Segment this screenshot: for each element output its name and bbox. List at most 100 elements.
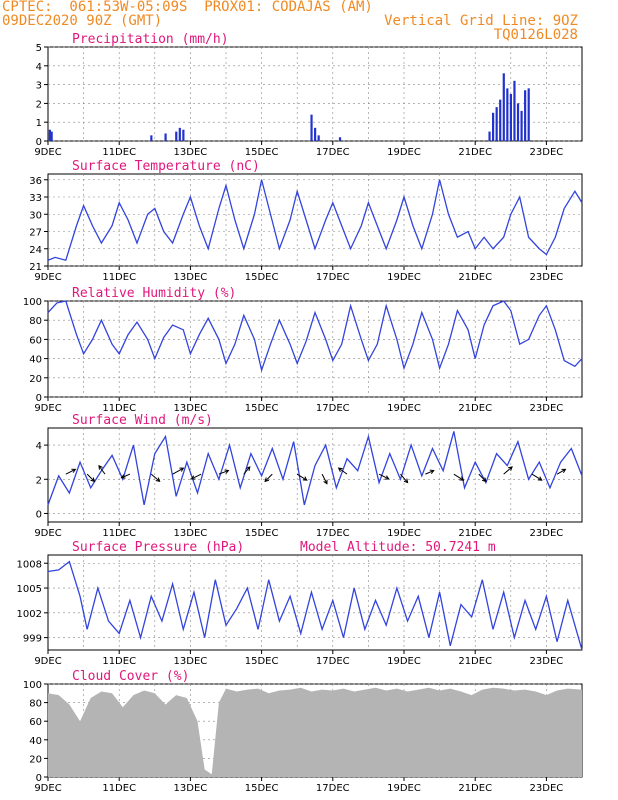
temperature-xtick-label: 15DEC: [245, 272, 279, 283]
humidity-xtick-label: 23DEC: [530, 403, 564, 414]
wind-wind-arrow-head: [71, 468, 77, 473]
wind-wind-arrow-head: [98, 464, 103, 470]
cloud-cover-xtick-label: 13DEC: [174, 783, 208, 794]
wind-ytick-label: 2: [36, 475, 42, 486]
cloud-cover-ytick-label: 0: [36, 773, 42, 784]
cloud-cover-xtick-label: 17DEC: [316, 783, 350, 794]
cloud-cover-ytick-label: 100: [23, 680, 42, 691]
precipitation-xtick-label: 17DEC: [316, 147, 350, 158]
cloud-cover-ytick-label: 40: [29, 736, 42, 747]
temperature-xtick-label: 13DEC: [174, 272, 208, 283]
wind-wind-arrow: [556, 468, 566, 475]
precipitation-bar: [164, 133, 167, 141]
pressure-xtick-label: 23DEC: [530, 656, 564, 667]
wind-wind-arrow-head: [337, 467, 343, 472]
precipitation-bar: [317, 135, 320, 141]
precipitation-bar: [499, 99, 502, 141]
cloud-cover-ytick-label: 60: [29, 717, 42, 728]
cloud-cover-ytick-label: 20: [29, 754, 42, 765]
precipitation-ytick-label: 5: [36, 43, 42, 54]
precipitation-bar: [48, 129, 51, 141]
wind-wind-arrow: [98, 465, 106, 475]
precipitation-bar: [488, 131, 491, 141]
cloud-cover-xtick-label: 23DEC: [530, 783, 564, 794]
precipitation-ytick-label: 4: [36, 62, 42, 73]
precipitation-frame: [47, 46, 583, 142]
humidity-ytick-label: 100: [23, 297, 42, 308]
wind-xtick-label: 9DEC: [34, 528, 61, 539]
wind-wind-arrow-head: [403, 478, 409, 484]
wind-title: Surface Wind (m/s): [72, 413, 213, 428]
cloud-cover-area: [48, 687, 582, 777]
precipitation-ytick-label: 0: [36, 137, 42, 148]
wind-wind-arrow: [243, 466, 251, 475]
wind-ytick-label: 0: [36, 509, 42, 520]
precipitation-xtick-label: 23DEC: [530, 147, 564, 158]
wind-wind-arrow-head: [120, 474, 126, 479]
pressure-xtick-label: 9DEC: [34, 656, 61, 667]
precipitation-xtick-label: 11DEC: [102, 147, 136, 158]
humidity-xtick-label: 21DEC: [458, 403, 492, 414]
pressure-xtick-label: 13DEC: [174, 656, 208, 667]
wind-wind-arrow: [264, 473, 273, 482]
pressure-ytick-label: 1005: [17, 584, 42, 595]
precipitation-bar: [524, 90, 527, 141]
wind-wind-arrow-head: [459, 476, 465, 481]
precipitation-bar: [178, 127, 181, 141]
wind-wind-arrow: [86, 473, 95, 482]
temperature-ytick-label: 30: [29, 210, 42, 221]
wind-wind-arrow-head: [323, 479, 328, 485]
wind-wind-arrow: [453, 473, 464, 481]
precipitation-bar: [175, 131, 178, 141]
cloud-cover-xtick-label: 9DEC: [34, 783, 61, 794]
wind-wind-arrow-head: [264, 477, 270, 483]
temperature-ytick-label: 21: [29, 262, 42, 273]
wind-xtick-label: 21DEC: [458, 528, 492, 539]
wind-wind-arrow-head: [155, 477, 161, 483]
humidity-ytick-label: 20: [29, 374, 42, 385]
wind-wind-arrow-head: [537, 476, 543, 481]
wind-xtick-label: 17DEC: [316, 528, 350, 539]
wind-wind-arrow-head: [508, 466, 513, 471]
humidity-xtick-label: 11DEC: [102, 403, 136, 414]
precipitation-ytick-label: 1: [36, 118, 42, 129]
precipitation-bar: [50, 131, 53, 141]
pressure-title: Surface Pressure (hPa): [72, 540, 244, 555]
header-code: TQ0126L028: [493, 27, 578, 43]
temperature-xtick-label: 21DEC: [458, 272, 492, 283]
wind-wind-arrow: [218, 470, 229, 475]
pressure-ytick-label: 1002: [17, 609, 42, 620]
cloud-cover-ytick-label: 80: [29, 699, 42, 710]
precipitation-ytick-label: 2: [36, 99, 42, 110]
wind-wind-arrow: [172, 467, 184, 475]
wind-wind-arrow: [531, 473, 543, 481]
wind-wind-arrow: [378, 473, 389, 480]
wind-ytick-label: 4: [36, 441, 42, 452]
temperature-xtick-label: 17DEC: [316, 272, 350, 283]
precipitation-bar: [520, 110, 523, 141]
wind-wind-arrow-head: [179, 467, 185, 472]
temperature-series-line: [47, 179, 583, 262]
wind-wind-arrow: [65, 468, 76, 475]
wind-wind-arrow-head: [245, 466, 251, 471]
precipitation-bar: [527, 88, 530, 141]
humidity-ytick-label: 40: [29, 355, 42, 366]
precipitation-bar: [310, 114, 313, 141]
humidity-ytick-label: 0: [36, 393, 42, 404]
humidity-ytick-label: 80: [29, 316, 42, 327]
humidity-ytick-label: 60: [29, 335, 42, 346]
temperature-xtick-label: 23DEC: [530, 272, 564, 283]
header-station-line: CPTEC: 061:53W-05:09S PROX01: CODAJAS (A…: [2, 0, 373, 15]
wind-wind-arrow: [478, 473, 487, 482]
pressure-ytick-label: 1008: [17, 559, 42, 570]
wind-wind-arrow-head: [190, 475, 196, 480]
humidity-xtick-label: 13DEC: [174, 403, 208, 414]
wind-xtick-label: 11DEC: [102, 528, 136, 539]
precipitation-bar: [338, 137, 342, 141]
humidity-title: Relative Humidity (%): [72, 286, 236, 301]
wind-wind-arrow: [121, 473, 131, 479]
wind-wind-arrow-head: [481, 477, 487, 483]
pressure-xtick-label: 19DEC: [387, 656, 421, 667]
humidity-frame: [47, 300, 583, 398]
cloud-cover-xtick-label: 15DEC: [245, 783, 279, 794]
